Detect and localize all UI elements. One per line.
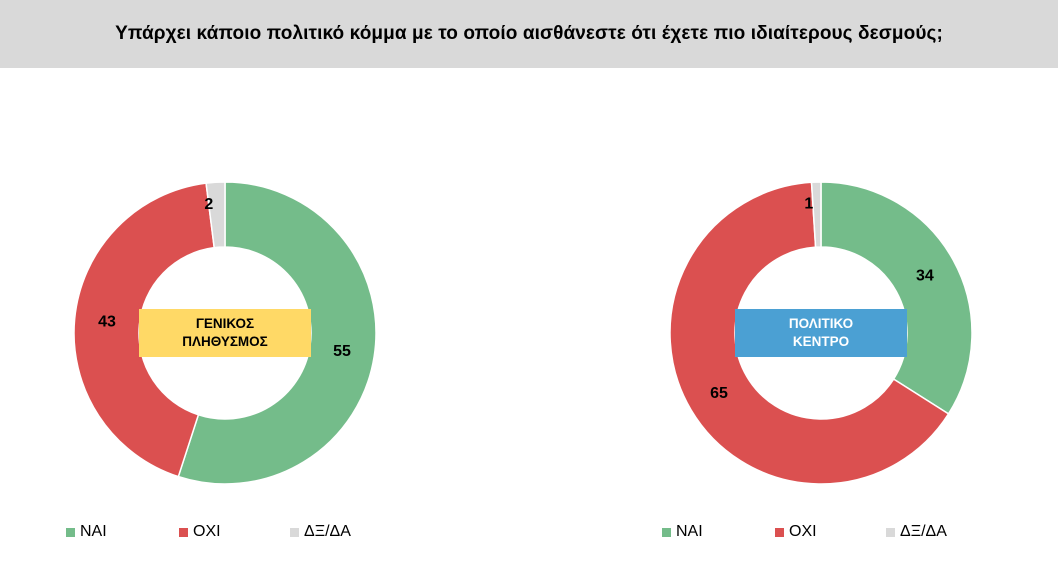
legend-political-center: ΝΑΙ ΟΧΙ ΔΞ/ΔΑ: [662, 522, 947, 542]
legend-item-dk: ΔΞ/ΔΑ: [886, 523, 947, 541]
data-label-dk: 2: [204, 196, 213, 213]
legend-label: ΝΑΙ: [676, 523, 703, 540]
legend-swatch-dk: [290, 527, 299, 537]
donut-slice-dk: [810, 181, 822, 248]
legend-label: ΟΧΙ: [193, 523, 221, 540]
donut-slice-dk: [205, 181, 226, 249]
chart-center-label-political-center: ΠΟΛΙΤΙΚΟ ΚΕΝΤΡΟ: [735, 309, 907, 357]
data-label-yes: 55: [333, 343, 351, 360]
legend-item-no: ΟΧΙ: [179, 523, 290, 541]
donut-slice-yes: [820, 181, 973, 415]
legend-swatch-yes: [66, 527, 75, 537]
data-label-no: 43: [98, 313, 116, 330]
legend-label: ΝΑΙ: [80, 523, 107, 540]
data-label-no: 65: [710, 385, 728, 402]
legend-swatch-no: [179, 527, 188, 537]
legend-general: ΝΑΙ ΟΧΙ ΔΞ/ΔΑ: [66, 522, 351, 542]
donut-slice-no: [73, 182, 216, 478]
legend-item-yes: ΝΑΙ: [66, 523, 179, 541]
center-label-line-2: ΚΕΝΤΡΟ: [792, 334, 850, 349]
legend-label: ΔΞ/ΔΑ: [304, 523, 351, 540]
donut-slice-no: [669, 181, 950, 485]
page-title: Υπάρχει κάποιο πολιτικό κόμμα με το οποί…: [115, 23, 943, 44]
center-label-line-1: ΠΟΛΙΤΙΚΟ: [788, 316, 854, 331]
data-label-dk: 1: [804, 196, 813, 213]
chart-center-label-general: ΓΕΝΙΚΟΣ ΠΛΗΘΥΣΜΟΣ: [139, 309, 311, 357]
legend-swatch-no: [775, 527, 784, 537]
legend-swatch-yes: [662, 527, 671, 537]
legend-swatch-dk: [886, 527, 895, 537]
legend-item-dk: ΔΞ/ΔΑ: [290, 523, 351, 541]
legend-item-no: ΟΧΙ: [775, 523, 886, 541]
header-bar: Υπάρχει κάποιο πολιτικό κόμμα με το οποί…: [0, 0, 1058, 68]
center-label-line-2: ΠΛΗΘΥΣΜΟΣ: [182, 334, 268, 349]
legend-label: ΟΧΙ: [789, 523, 817, 540]
data-label-yes: 34: [916, 267, 934, 284]
legend-item-yes: ΝΑΙ: [662, 523, 775, 541]
legend-label: ΔΞ/ΔΑ: [900, 523, 947, 540]
center-label-line-1: ΓΕΝΙΚΟΣ: [195, 316, 255, 331]
donut-slice-yes: [177, 181, 377, 485]
